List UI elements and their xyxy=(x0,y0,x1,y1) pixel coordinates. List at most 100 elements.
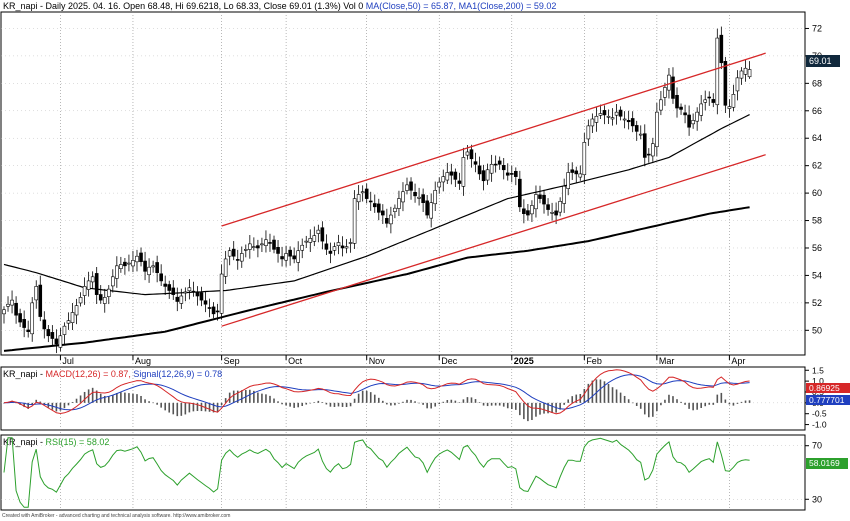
macd-tick-label: 1.5 xyxy=(812,365,824,375)
macd-histogram-bar xyxy=(285,402,287,406)
candle-body xyxy=(437,181,442,188)
month-label: Aug xyxy=(135,356,151,366)
macd-header-label: MACD(12,26) = 0.87, xyxy=(46,369,131,379)
candle-body xyxy=(22,319,26,328)
candle-body xyxy=(618,109,623,117)
candle-body xyxy=(538,194,542,199)
candle-body xyxy=(626,120,631,123)
candle-body xyxy=(82,286,87,296)
candle-body xyxy=(127,262,131,265)
candle-body xyxy=(739,70,744,79)
macd-histogram-bar xyxy=(611,387,614,403)
macd-histogram-bar xyxy=(382,400,384,403)
candle-body xyxy=(735,77,740,92)
macd-histogram-bar xyxy=(688,402,690,409)
macd-histogram-bar xyxy=(575,394,578,403)
candle-body xyxy=(175,296,180,302)
price-tag-text: 69.01 xyxy=(809,56,832,66)
price-tick-label: 54 xyxy=(812,270,822,280)
candle-body xyxy=(26,329,30,332)
candle-body xyxy=(276,247,280,254)
macd-histogram-bar xyxy=(31,402,34,406)
candle-body xyxy=(606,115,611,118)
candle-body xyxy=(296,250,300,263)
macd-histogram-bar xyxy=(418,402,420,404)
macd-histogram-bar xyxy=(587,383,590,403)
macd-histogram-bar xyxy=(148,401,150,403)
macd-histogram-bar xyxy=(422,402,424,405)
macd-histogram-bar xyxy=(474,399,477,403)
macd-histogram-bar xyxy=(543,402,545,414)
macd-histogram-bar xyxy=(23,402,25,408)
macd-tag-text: 0.86925 xyxy=(809,383,840,393)
candle-body xyxy=(167,284,172,291)
candle-body xyxy=(340,245,345,249)
candle-body xyxy=(34,286,39,301)
candle-body xyxy=(2,309,6,315)
candle-body xyxy=(352,198,357,244)
candle-body xyxy=(429,202,433,219)
macd-histogram-bar xyxy=(91,387,94,403)
candle-body xyxy=(86,280,91,290)
candle-body xyxy=(659,99,663,111)
macd-histogram-bar xyxy=(591,380,594,403)
candle-body xyxy=(389,214,393,225)
month-label: Mar xyxy=(659,356,675,366)
candle-body xyxy=(509,173,514,175)
candle-body xyxy=(417,196,421,199)
macd-histogram-bar xyxy=(559,402,561,410)
signal-tag-text: 0.777701 xyxy=(809,395,845,405)
macd-histogram-bar xyxy=(75,398,78,403)
macd-histogram-bar xyxy=(599,379,602,403)
macd-histogram-bar xyxy=(740,401,743,403)
ma50-header: MA(Close,50) = 65.87, xyxy=(366,1,456,11)
macd-histogram-bar xyxy=(136,394,138,403)
macd-histogram-bar xyxy=(200,402,203,412)
macd-header: KR_napi - MACD(12,26) = 0.87, Signal(12,… xyxy=(3,369,222,379)
candle-body xyxy=(199,292,204,301)
macd-histogram-bar xyxy=(309,402,312,404)
candle-body xyxy=(58,335,63,348)
candle-body xyxy=(695,111,699,122)
macd-histogram-bar xyxy=(462,399,465,403)
macd-histogram-bar xyxy=(192,402,195,412)
candle-body xyxy=(445,172,450,181)
candle-body xyxy=(413,192,417,197)
macd-histogram-bar xyxy=(208,402,211,412)
macd-histogram xyxy=(3,379,751,422)
price-tick-label: 64 xyxy=(812,133,822,143)
candle-body xyxy=(473,161,478,165)
trend-channel xyxy=(221,52,766,327)
candle-body xyxy=(207,307,212,309)
price-tick-label: 68 xyxy=(812,78,822,88)
candle-body xyxy=(675,94,679,109)
macd-histogram-bar xyxy=(523,402,525,420)
macd-histogram-bar xyxy=(631,402,634,404)
candle-body xyxy=(393,207,397,212)
macd-histogram-bar xyxy=(402,401,404,403)
macd-histogram-bar xyxy=(95,390,98,403)
candle-body xyxy=(441,176,446,183)
month-label: Feb xyxy=(586,356,602,366)
candle-body xyxy=(252,246,256,248)
candle-body xyxy=(731,94,736,108)
macd-histogram-bar xyxy=(212,402,215,413)
price-header: KR_napi - Daily 2025. 04. 16. Open 68.48… xyxy=(3,1,556,11)
rsi-tick-label: 30 xyxy=(812,494,822,504)
macd-histogram-bar xyxy=(724,399,727,403)
macd-histogram-bar xyxy=(458,402,461,403)
candle-body xyxy=(699,103,703,116)
candle-body xyxy=(518,178,522,208)
candle-body xyxy=(727,106,732,109)
candle-body xyxy=(66,320,71,324)
candle-body xyxy=(268,242,272,244)
candle-body xyxy=(360,191,365,194)
price-tick-label: 52 xyxy=(812,298,822,308)
candle-body xyxy=(119,264,123,269)
macd-histogram-bar xyxy=(470,397,473,403)
candle-body xyxy=(288,249,292,257)
candle-body xyxy=(304,240,309,243)
candle-body xyxy=(485,169,490,181)
ma50-polyline xyxy=(3,114,750,296)
candle-body xyxy=(421,194,425,204)
